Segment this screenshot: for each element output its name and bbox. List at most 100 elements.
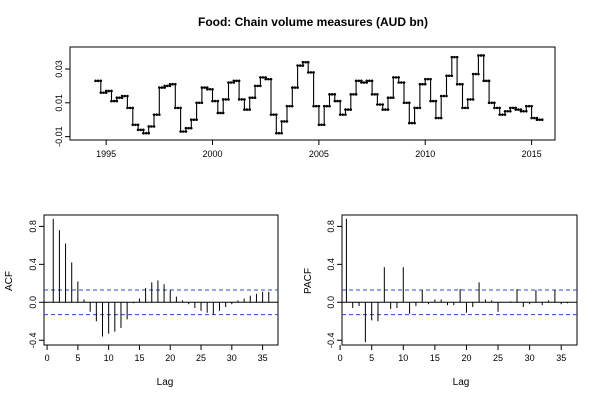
ts-point	[211, 87, 214, 91]
ts-point	[269, 113, 273, 116]
acf-y-tick-label: 0.4	[28, 258, 38, 271]
ts-point	[466, 98, 470, 101]
ts-point	[118, 96, 121, 100]
acf-x-tick-label: 15	[134, 353, 144, 363]
ts-point	[498, 113, 501, 116]
acf-x-tick-label: 10	[104, 353, 114, 363]
ts-point	[243, 98, 246, 101]
ts-point	[253, 96, 257, 100]
ts-point	[142, 131, 145, 135]
ts-point	[341, 113, 345, 116]
ts-point	[136, 128, 140, 132]
acf-x-tick-label: 35	[258, 353, 268, 363]
pacf-x-tick-label: 30	[525, 353, 535, 363]
pacf-y-tick-label: 0.4	[326, 258, 336, 271]
ts-point	[336, 99, 339, 103]
ts-point	[123, 94, 127, 98]
ts-point	[189, 126, 193, 130]
ts-point	[373, 93, 377, 96]
ts-point	[429, 77, 432, 81]
ts-point	[248, 96, 252, 100]
ts-point	[155, 113, 158, 116]
ts-point	[392, 96, 395, 100]
pacf-panel: Lag PACF 0 5 10 15 20 25 30 35 -0.4 0.0 0.4 0.8	[303, 214, 578, 388]
ts-point	[126, 94, 129, 98]
ts-point	[192, 118, 196, 122]
ts-point	[338, 99, 342, 103]
ts-point	[277, 131, 281, 135]
pacf-x-tick-label: 10	[398, 353, 408, 363]
ts-point	[328, 93, 331, 96]
ts-point	[232, 79, 236, 83]
ts-point	[522, 109, 525, 113]
ts-point	[322, 123, 326, 127]
ts-point	[152, 113, 156, 116]
ts-point	[490, 101, 494, 105]
ts-point	[423, 82, 427, 86]
ts-point	[261, 76, 265, 79]
ts-point	[381, 108, 384, 111]
ts-point	[272, 113, 275, 116]
ts-point	[482, 79, 486, 83]
ts-point	[344, 108, 347, 111]
ts-point	[269, 77, 273, 81]
ts-point	[110, 99, 113, 103]
ts-point	[439, 94, 443, 98]
ts-point	[290, 104, 294, 108]
ts-point	[498, 106, 501, 110]
ts-point	[466, 106, 470, 110]
ts-point	[357, 79, 361, 83]
ts-point	[173, 82, 177, 86]
ts-point	[134, 123, 137, 127]
ts-point	[538, 118, 541, 122]
ts-y-tick-label: -0.01	[54, 126, 64, 147]
ts-point	[160, 86, 164, 89]
ts-point	[493, 101, 496, 105]
ts-point	[461, 106, 464, 110]
ts-point	[362, 81, 366, 84]
ts-point	[150, 125, 153, 128]
ts-x-tick-label: 2000	[203, 149, 223, 159]
ts-point	[163, 84, 166, 88]
ts-point	[524, 109, 528, 113]
ts-point	[384, 108, 387, 111]
ts-point	[288, 104, 291, 108]
ts-point	[96, 79, 100, 83]
ts-point	[139, 128, 143, 132]
ts-point	[200, 86, 204, 89]
acf-x-tick-label: 20	[165, 353, 175, 363]
ts-point	[187, 126, 190, 130]
ts-point	[99, 91, 103, 94]
ts-point	[325, 104, 329, 108]
ts-point	[370, 79, 374, 83]
ts-point	[227, 81, 230, 84]
ts-point	[173, 106, 177, 110]
pacf-x-tick-label: 25	[493, 353, 503, 363]
ts-point	[280, 131, 283, 135]
ts-point	[495, 106, 499, 110]
pacf-x-tick-label: 15	[430, 353, 440, 363]
ts-point	[407, 121, 411, 125]
ts-x-tick-label: 2010	[415, 149, 435, 159]
ts-point	[110, 89, 113, 93]
ts-point	[338, 113, 342, 116]
ts-point	[243, 108, 246, 111]
ts-point	[328, 104, 331, 108]
ts-point	[240, 98, 244, 101]
ts-point	[530, 116, 533, 120]
pacf-y-tick-label: 0.8	[326, 220, 336, 233]
ts-point	[455, 55, 459, 59]
ts-point	[376, 93, 379, 96]
ts-point	[312, 71, 315, 74]
ts-point	[285, 104, 289, 108]
ts-y-tick-label: 0.01	[54, 94, 64, 112]
ts-point	[524, 104, 528, 108]
pacf-y-axis-label: PACF	[303, 268, 314, 294]
ts-point	[306, 60, 310, 64]
ts-point	[509, 109, 512, 113]
ts-point	[493, 106, 496, 110]
ts-point	[147, 131, 151, 135]
ts-point	[275, 131, 278, 135]
ts-point	[158, 86, 161, 89]
ts-point	[506, 109, 509, 113]
